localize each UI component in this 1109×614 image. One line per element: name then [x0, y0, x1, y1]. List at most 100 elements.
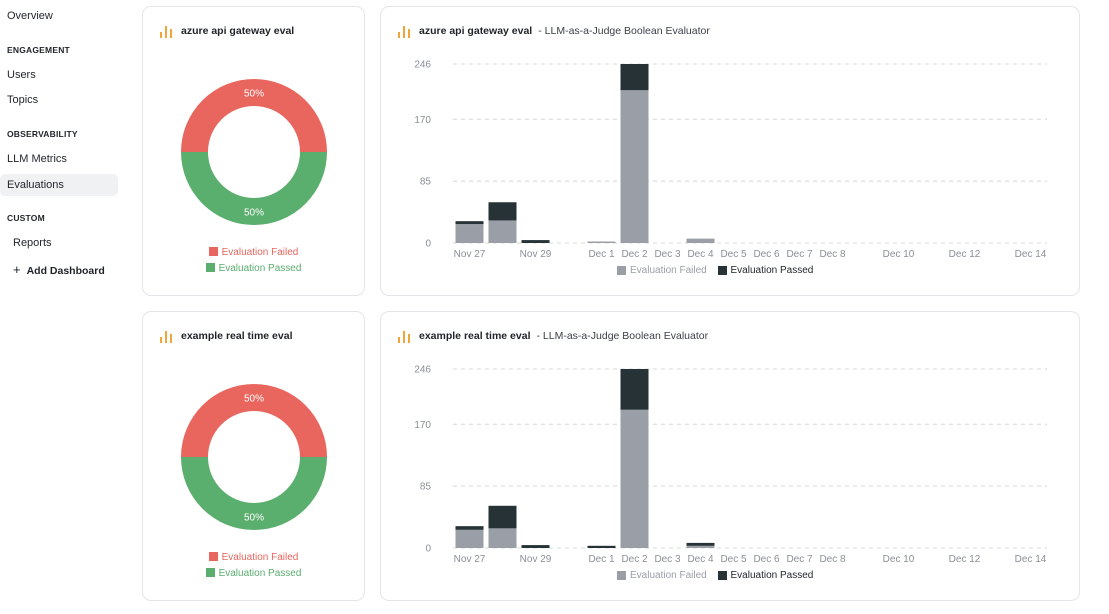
card-title: azure api gateway eval - LLM-as-a-Judge …: [397, 22, 710, 40]
bar-passed[interactable]: [587, 545, 616, 548]
bar-chart-icon: [160, 26, 172, 38]
legend-item-passed[interactable]: Evaluation Passed: [143, 261, 364, 277]
bar-failed[interactable]: [686, 545, 715, 548]
x-tick-label: Dec 6: [753, 554, 780, 565]
x-tick-label: Nov 27: [454, 249, 486, 260]
legend-label-passed: Evaluation Passed: [218, 568, 302, 579]
bar-passed[interactable]: [488, 505, 517, 529]
bar-passed[interactable]: [488, 202, 517, 221]
bar-passed[interactable]: [455, 221, 484, 225]
sidebar: Overview ENGAGEMENT Users Topics OBSERVA…: [0, 0, 128, 614]
donut-label-failed: 50%: [244, 394, 264, 405]
bar-passed[interactable]: [620, 64, 649, 91]
legend-label-passed[interactable]: Evaluation Passed: [730, 570, 814, 581]
donut-slice-passed[interactable]: [181, 152, 327, 225]
x-tick-label: Dec 14: [1015, 249, 1047, 260]
x-tick-label: Dec 7: [786, 554, 813, 565]
legend-label-passed[interactable]: Evaluation Passed: [730, 265, 814, 276]
legend-item-failed[interactable]: Evaluation Failed: [143, 550, 364, 566]
legend-swatch-failed: [208, 247, 218, 256]
x-tick-label: Dec 1: [588, 554, 615, 565]
section-custom: CUSTOM: [7, 213, 45, 223]
bar-card-azure: azure api gateway eval - LLM-as-a-Judge …: [380, 6, 1080, 296]
bar-passed[interactable]: [521, 240, 550, 243]
donut-title: azure api gateway eval: [181, 25, 295, 37]
x-tick-label: Dec 12: [949, 249, 981, 260]
legend-label-failed[interactable]: Evaluation Failed: [630, 570, 707, 581]
legend-item-passed[interactable]: Evaluation Passed: [143, 566, 364, 582]
y-tick-label: 85: [420, 177, 432, 188]
bar-failed[interactable]: [620, 409, 649, 548]
donut-chart: 50% 50%: [181, 79, 327, 225]
y-tick-label: 170: [414, 115, 431, 126]
x-tick-label: Dec 4: [687, 554, 714, 565]
donut-slice-failed[interactable]: [181, 79, 327, 152]
y-tick-label: 170: [414, 420, 431, 431]
nav-overview[interactable]: Overview: [7, 10, 53, 22]
add-dashboard-label: Add Dashboard: [26, 265, 105, 277]
x-tick-label: Dec 7: [786, 249, 813, 260]
legend-swatch-failed: [617, 571, 626, 580]
x-tick-label: Nov 27: [454, 554, 486, 565]
x-tick-label: Dec 2: [621, 249, 648, 260]
legend-swatch-failed: [617, 266, 626, 275]
x-tick-label: Dec 10: [883, 554, 915, 565]
bar-failed[interactable]: [455, 529, 484, 548]
bar-passed[interactable]: [620, 369, 649, 410]
bar-chart-icon: [398, 26, 410, 38]
donut-slice-passed[interactable]: [181, 457, 327, 530]
nav-evaluations[interactable]: Evaluations: [0, 174, 118, 196]
donut-legend: Evaluation Failed Evaluation Passed: [143, 245, 364, 277]
nav-reports[interactable]: Reports: [13, 237, 52, 249]
legend-item-failed[interactable]: Evaluation Failed: [143, 245, 364, 261]
add-dashboard-button[interactable]: + Add Dashboard: [0, 259, 118, 281]
donut-label-failed: 50%: [244, 89, 264, 100]
legend-swatch-passed: [205, 568, 215, 577]
legend-label-failed[interactable]: Evaluation Failed: [630, 265, 707, 276]
bar-passed[interactable]: [521, 545, 550, 548]
x-tick-label: Dec 12: [949, 554, 981, 565]
legend-swatch-passed: [717, 571, 727, 580]
bar-passed[interactable]: [686, 542, 715, 546]
bar-failed[interactable]: [686, 238, 715, 243]
bar-card-title: azure api gateway eval: [419, 25, 533, 37]
chart-legend: Evaluation Failed Evaluation Passed: [617, 570, 813, 581]
bar-failed[interactable]: [488, 528, 517, 548]
y-tick-label: 0: [425, 239, 431, 250]
y-tick-label: 85: [420, 482, 432, 493]
x-tick-label: Dec 4: [687, 249, 714, 260]
bar-passed[interactable]: [455, 526, 484, 530]
x-tick-label: Dec 6: [753, 249, 780, 260]
bar-chart-icon: [160, 331, 172, 343]
x-tick-label: Dec 2: [621, 554, 648, 565]
nav-users[interactable]: Users: [7, 69, 36, 81]
plus-icon: +: [13, 262, 21, 277]
bar-chart-icon: [398, 331, 410, 343]
nav-llm-metrics[interactable]: LLM Metrics: [7, 153, 67, 165]
donut-slice-failed[interactable]: [181, 384, 327, 457]
bar-failed[interactable]: [488, 220, 517, 243]
legend-label-failed: Evaluation Failed: [221, 552, 299, 563]
y-tick-label: 246: [414, 365, 431, 376]
card-title: azure api gateway eval: [159, 22, 294, 40]
stacked-bar-chart: 0 85 170 246 Nov 27 Nov 29 Dec 1 Dec 2 Dec 3 Dec …: [414, 365, 1047, 565]
legend-swatch-passed: [717, 266, 727, 275]
x-tick-label: Nov 29: [520, 554, 552, 565]
x-tick-label: Dec 8: [819, 554, 846, 565]
donut-title: example real time eval: [181, 330, 293, 342]
chart-legend: Evaluation Failed Evaluation Passed: [617, 265, 813, 276]
donut-label-passed: 50%: [244, 208, 264, 219]
x-tick-label: Dec 10: [883, 249, 915, 260]
bar-card-subtitle: - LLM-as-a-Judge Boolean Evaluator: [536, 330, 709, 342]
donut-chart: 50% 50%: [181, 384, 327, 530]
legend-label-passed: Evaluation Passed: [218, 263, 302, 274]
stacked-bar-chart: 0 85 170 246 Nov 27 Nov 29 Dec 1 Dec 2 Dec 3 Dec …: [414, 60, 1047, 260]
donut-legend: Evaluation Failed Evaluation Passed: [143, 550, 364, 582]
x-tick-label: Dec 3: [654, 554, 681, 565]
bar-failed[interactable]: [620, 90, 649, 243]
section-observability: OBSERVABILITY: [7, 129, 78, 139]
x-tick-label: Dec 14: [1015, 554, 1047, 565]
nav-topics[interactable]: Topics: [7, 94, 39, 106]
bar-failed[interactable]: [587, 241, 616, 243]
bar-failed[interactable]: [455, 224, 484, 243]
